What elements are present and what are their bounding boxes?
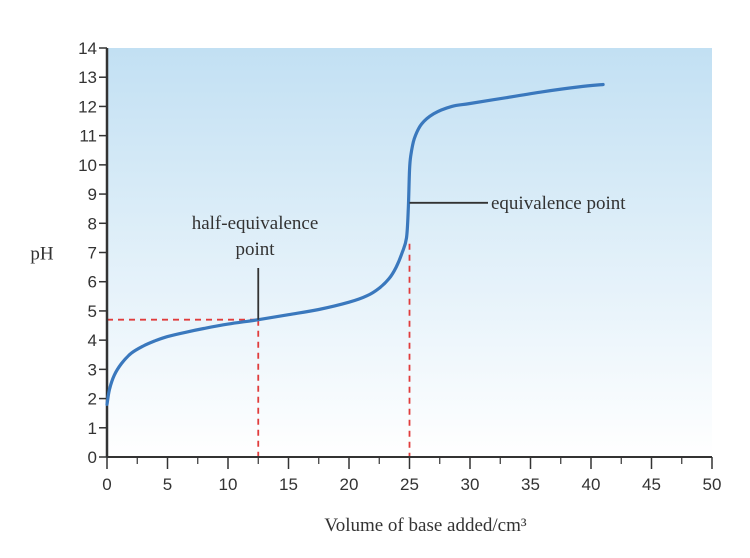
y-tick-label: 0 (88, 448, 97, 467)
y-tick-label: 12 (78, 97, 97, 116)
x-tick-label: 20 (340, 475, 359, 494)
y-tick-label: 4 (88, 331, 97, 350)
y-tick-label: 1 (88, 419, 97, 438)
x-tick-label: 25 (400, 475, 419, 494)
plot-background (107, 48, 712, 457)
half-equivalence-label: half-equivalence (192, 213, 319, 234)
x-tick-label: 10 (219, 475, 238, 494)
half-equivalence-label: point (235, 239, 275, 260)
x-tick-label: 45 (642, 475, 661, 494)
x-axis-label: Volume of base added/cm³ (324, 515, 526, 536)
x-tick-label: 40 (582, 475, 601, 494)
y-tick-label: 13 (78, 68, 97, 87)
x-tick-label: 0 (102, 475, 111, 494)
x-tick-label: 50 (703, 475, 722, 494)
y-tick-label: 14 (78, 39, 97, 58)
y-axis-label: pH (30, 244, 54, 265)
x-tick-label: 5 (163, 475, 172, 494)
y-tick-label: 7 (88, 244, 97, 263)
y-tick-label: 8 (88, 214, 97, 233)
y-tick-label: 5 (88, 302, 97, 321)
y-tick-label: 11 (79, 127, 97, 146)
equivalence-label: equivalence point (491, 193, 626, 214)
x-tick-label: 30 (461, 475, 480, 494)
titration-curve (105, 82, 605, 406)
x-tick-label: 15 (279, 475, 298, 494)
y-tick-label: 2 (88, 390, 97, 409)
y-tick-label: 9 (88, 185, 97, 204)
y-tick-label: 6 (88, 273, 97, 292)
y-tick-label: 10 (78, 156, 97, 175)
y-tick-label: 3 (88, 360, 97, 379)
x-tick-label: 35 (521, 475, 540, 494)
